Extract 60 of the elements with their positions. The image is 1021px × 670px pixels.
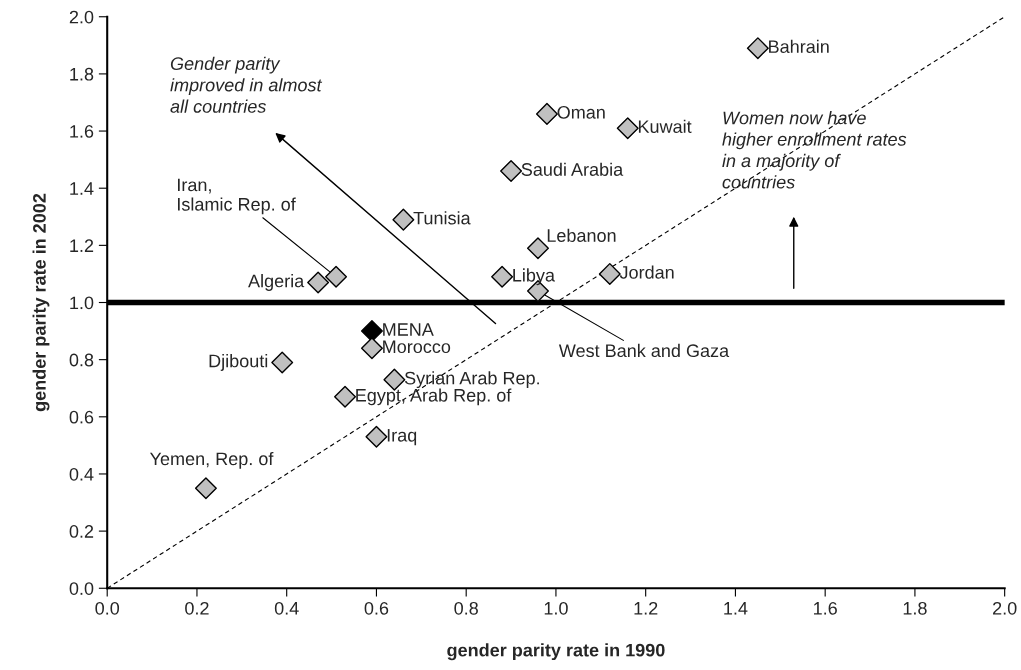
point xyxy=(194,477,217,500)
point xyxy=(616,117,639,140)
point xyxy=(491,265,514,288)
series-label: Bahrain xyxy=(769,39,829,54)
y-tick-label: 1.4 xyxy=(70,182,94,195)
series-label: MENA xyxy=(383,323,434,336)
y-tick-label: 0.2 xyxy=(69,525,94,538)
point xyxy=(360,337,383,360)
y-tick-label: 0.0 xyxy=(69,582,94,595)
x-axis-title: gender parity rate in 1990 xyxy=(447,643,665,661)
y-tick-label: 1.0 xyxy=(70,296,94,310)
x-tick-label: 0.8 xyxy=(454,601,478,615)
y-axis-title: gender parity rate in 2002 xyxy=(32,193,50,412)
text: West Bank and Gaza xyxy=(558,343,730,358)
annotation: Gender parity improved in almost all countries xyxy=(170,56,323,113)
series-label: Syrian Arab Rep. xyxy=(404,371,539,389)
annotation: Women now have higher enrollment rates in a majority of countries xyxy=(722,111,907,189)
x-tick-label: 0.4 xyxy=(274,601,299,615)
x-tick-label: 1.8 xyxy=(903,601,927,615)
series-label: Oman xyxy=(557,105,605,119)
y-tick-label: 1.2 xyxy=(70,239,94,252)
y-tick-label: 0.4 xyxy=(69,467,94,481)
x-tick-label: 2.0 xyxy=(993,601,1017,615)
y-tick-label: 0.8 xyxy=(69,353,94,367)
x-tick-label: 0.0 xyxy=(95,601,120,615)
point xyxy=(392,208,415,231)
point xyxy=(746,37,769,60)
x-tick-label: 1.0 xyxy=(544,601,568,615)
point xyxy=(360,320,383,343)
y-tick-label: 1.8 xyxy=(70,67,94,81)
point xyxy=(535,102,558,125)
y-tick-label: 2.0 xyxy=(69,10,94,24)
point xyxy=(271,351,294,374)
series-label: Libya xyxy=(513,268,555,286)
series-label: Iraq xyxy=(387,429,417,446)
series-label: Algeria xyxy=(248,274,305,291)
series-label: Lebanon xyxy=(547,228,616,242)
series-label: Tunisia xyxy=(413,211,471,225)
point xyxy=(526,237,549,260)
x-tick-label: 0.6 xyxy=(364,601,389,615)
series-label: Djibouti xyxy=(209,354,268,371)
point xyxy=(598,262,621,285)
text: Iran, Islamic Rep. of xyxy=(178,178,296,215)
series-label: Jordan xyxy=(619,265,674,279)
y-tick-label: 1.6 xyxy=(70,124,94,138)
point xyxy=(325,265,348,288)
x-tick-label: 0.2 xyxy=(185,601,209,615)
point xyxy=(500,160,523,183)
series-label: Morocco xyxy=(383,340,451,354)
series-label: Egypt, Arab Rep. of xyxy=(356,388,512,406)
series-label: Saudi Arabia xyxy=(521,162,624,176)
y-tick-label: 0.6 xyxy=(69,410,94,424)
point xyxy=(365,425,388,448)
point xyxy=(307,271,330,294)
series-label: Kuwait xyxy=(638,119,692,134)
x-tick-label: 1.4 xyxy=(724,602,748,615)
x-tick-label: 1.2 xyxy=(634,601,658,615)
x-tick-label: 1.6 xyxy=(814,601,837,615)
series-label: Yemen, Rep. of xyxy=(149,451,274,469)
point xyxy=(334,385,357,408)
